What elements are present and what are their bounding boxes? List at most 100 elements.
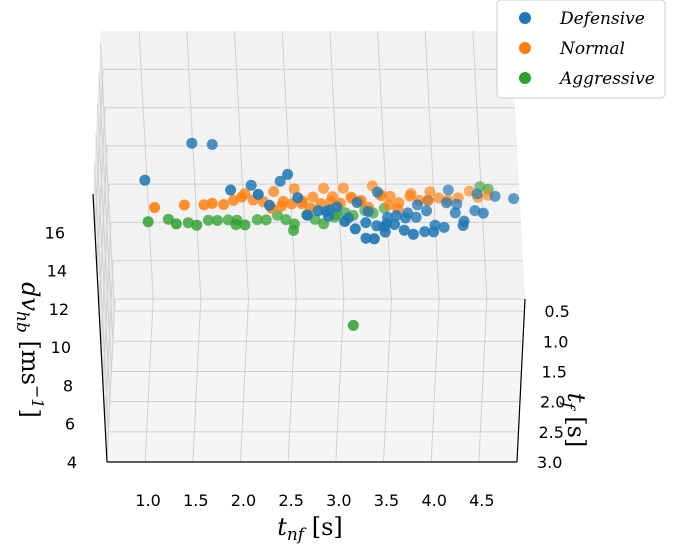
grid-line-x <box>329 30 345 300</box>
point-defensive <box>410 211 422 223</box>
point-defensive <box>274 175 286 187</box>
point-normal <box>206 197 218 209</box>
point-normal <box>288 183 300 195</box>
grid-line-x <box>335 298 345 463</box>
grid-line-x <box>287 298 297 463</box>
point-defensive <box>469 205 481 217</box>
x-tick-label: 2.5 <box>278 491 303 510</box>
grid-line-z <box>100 184 110 348</box>
floor-pane <box>107 299 525 462</box>
grid-line-x <box>233 30 249 300</box>
grid-line-z <box>106 298 116 463</box>
point-aggressive <box>202 214 214 226</box>
grid-line-z <box>104 260 114 424</box>
z-tick-label: 14 <box>47 262 67 281</box>
point-aggressive <box>211 215 223 226</box>
point-defensive <box>139 174 151 186</box>
point-defensive <box>400 212 411 224</box>
grid-lines <box>92 30 525 463</box>
grid-line-x <box>192 298 202 463</box>
x-tick-label: 3.0 <box>326 491 351 510</box>
point-normal <box>337 182 349 194</box>
point-defensive <box>302 209 313 221</box>
z-tick-label: 12 <box>49 300 69 319</box>
grid-line-z <box>98 145 108 309</box>
point-normal <box>268 186 280 197</box>
point-aggressive <box>239 219 251 231</box>
point-defensive <box>292 192 304 204</box>
point-defensive <box>428 226 440 238</box>
point-defensive <box>389 219 400 230</box>
point-defensive <box>360 232 372 244</box>
point-aggressive <box>162 213 174 225</box>
point-defensive <box>411 199 423 211</box>
z-tick-label: 4 <box>67 453 77 472</box>
point-normal <box>433 192 445 204</box>
point-defensive <box>378 221 390 233</box>
legend-marker <box>519 42 531 54</box>
point-aggressive <box>222 214 234 226</box>
x-tick-label: 3.5 <box>374 491 399 510</box>
point-normal <box>307 191 319 203</box>
point-normal <box>149 202 161 213</box>
point-aggressive <box>230 219 242 231</box>
point-defensive <box>264 199 275 211</box>
x-tick-label: 4.0 <box>421 491 446 510</box>
axis-panes <box>93 31 525 462</box>
legend-marker <box>519 12 531 24</box>
point-normal <box>178 199 190 211</box>
point-defensive <box>471 188 483 200</box>
grid-line-y <box>95 133 111 402</box>
point-defensive <box>442 184 454 196</box>
point-aggressive <box>288 224 299 236</box>
point-aggressive <box>280 214 292 226</box>
grid-line-x <box>144 298 154 463</box>
point-normal <box>424 186 436 198</box>
point-aggressive <box>260 214 272 226</box>
grid-line-x <box>239 298 249 463</box>
point-defensive <box>252 188 264 200</box>
point-aggressive <box>251 214 263 226</box>
point-defensive <box>419 226 431 238</box>
point-aggressive <box>347 319 359 331</box>
grid-line-y <box>99 43 115 312</box>
grid-line-y <box>96 103 112 372</box>
z-tick-label: 8 <box>63 376 73 395</box>
point-defensive <box>331 201 343 213</box>
point-defensive <box>320 205 332 217</box>
point-defensive <box>186 137 198 149</box>
point-defensive <box>351 197 363 208</box>
point-defensive <box>390 210 402 222</box>
grid-line-z <box>96 107 106 271</box>
x-tick-label: 2.0 <box>231 491 256 510</box>
point-defensive <box>339 216 351 227</box>
y-tick-label: 1.5 <box>541 362 566 381</box>
grid-line-x <box>424 30 440 300</box>
point-defensive <box>245 179 257 191</box>
point-normal <box>383 199 395 211</box>
grid-line-x <box>377 30 393 300</box>
grid-line-z <box>94 69 104 233</box>
x-axis-label: tnf [s] <box>277 513 343 545</box>
point-defensive <box>398 224 410 236</box>
point-defensive <box>421 205 433 217</box>
point-aggressive <box>182 217 194 229</box>
point-defensive <box>206 139 218 150</box>
point-normal <box>422 195 434 206</box>
legend: Defensive Normal Aggressive <box>496 0 666 99</box>
point-defensive <box>371 186 383 198</box>
y-axis-label: tf [s] <box>558 393 590 448</box>
z-tick-label: 16 <box>45 223 65 242</box>
point-defensive <box>441 197 452 209</box>
point-normal <box>404 190 416 202</box>
z-tick-label: 10 <box>51 338 71 357</box>
point-normal <box>236 191 248 203</box>
axis-edges <box>92 193 526 463</box>
point-defensive <box>508 193 520 205</box>
point-normal <box>218 199 230 210</box>
point-defensive <box>312 205 324 217</box>
point-aggressive <box>142 216 154 228</box>
left-pane <box>93 31 115 462</box>
grid-line-x <box>186 30 202 300</box>
z-tick-label: 6 <box>65 415 75 434</box>
